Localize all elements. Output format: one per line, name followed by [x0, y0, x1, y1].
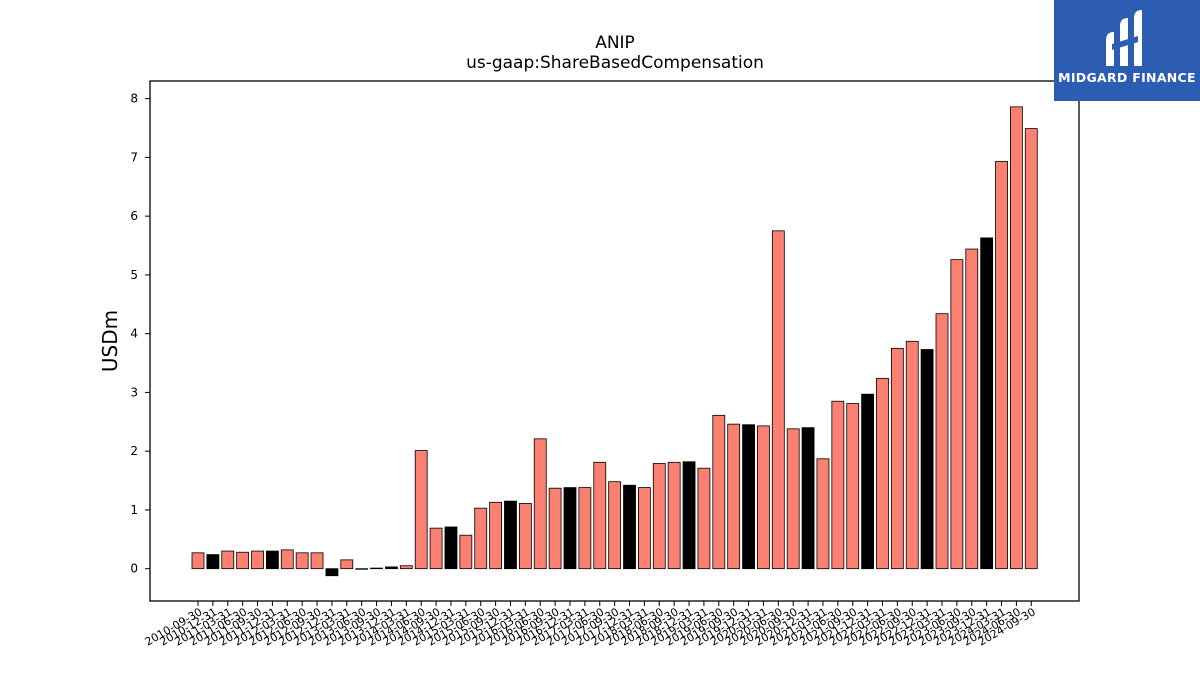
bar-2011-12-31 — [265, 550, 279, 570]
bar-2021-09-30 — [846, 403, 860, 570]
bar-2018-09-30 — [667, 461, 681, 570]
y-tick-label: 1 — [130, 503, 138, 517]
bar-2024-09-30 — [1024, 128, 1038, 570]
bar-2019-06-30 — [712, 414, 726, 570]
bar-2013-03-31 — [340, 559, 354, 570]
bar-2018-12-31 — [682, 461, 696, 570]
bar-2017-06-30 — [593, 461, 607, 570]
bar-2010-09-30 — [191, 552, 205, 570]
bar-2023-03-31 — [935, 313, 949, 570]
bar-2024-03-31 — [995, 161, 1008, 570]
bar-2020-09-30 — [786, 428, 800, 570]
bar-2016-06-30 — [533, 438, 547, 570]
bar-2016-03-31 — [518, 503, 532, 570]
bar-2016-12-31 — [563, 487, 577, 570]
bar-2022-03-31 — [876, 377, 889, 570]
y-tick-label: 4 — [130, 327, 138, 341]
bar-2019-03-31 — [697, 467, 711, 570]
y-tick-label: 2 — [130, 444, 138, 458]
bar-2019-09-30 — [727, 423, 741, 570]
bar-2017-12-31 — [623, 484, 636, 570]
bar-2012-03-31 — [280, 549, 294, 570]
bar-2022-06-30 — [890, 347, 904, 570]
bar-2014-12-31 — [444, 526, 458, 570]
bar-2015-03-31 — [459, 534, 473, 570]
y-tick-label: 8 — [130, 92, 138, 106]
bar-2013-12-31 — [385, 566, 398, 570]
plot-frame — [149, 80, 1080, 602]
bar-2024-06-30 — [1010, 106, 1023, 570]
bar-2014-03-31 — [399, 565, 413, 570]
bar-2022-09-30 — [905, 340, 919, 570]
bar-2011-06-30 — [236, 551, 250, 570]
chart-title: ANIP — [595, 33, 635, 53]
bar-2021-06-30 — [831, 400, 845, 570]
y-tick-label: 6 — [130, 209, 138, 223]
y-tick-label: 7 — [130, 150, 138, 164]
midgard-logo-icon — [1106, 10, 1142, 66]
bar-2013-06-30 — [355, 568, 369, 570]
bar-2023-06-30 — [950, 259, 964, 570]
midgard-finance-logo: MIDGARD FINANCE — [1054, 0, 1200, 101]
logo-text: MIDGARD FINANCE — [1058, 70, 1196, 85]
y-tick-label: 5 — [130, 268, 138, 282]
bar-2016-09-30 — [548, 487, 562, 570]
bar-2023-12-31 — [980, 237, 994, 570]
y-axis-label: USDm — [98, 310, 122, 372]
bar-2021-03-31 — [816, 458, 830, 570]
bar-2015-06-30 — [474, 507, 488, 570]
bar-2018-03-31 — [638, 487, 651, 570]
bar-2014-09-30 — [429, 527, 443, 570]
bar-2011-09-30 — [251, 550, 264, 570]
bar-2018-06-30 — [652, 463, 666, 570]
bar-2011-03-31 — [221, 550, 235, 570]
bar-2020-12-31 — [801, 427, 815, 570]
chart-subtitle: us-gaap:ShareBasedCompensation — [466, 53, 764, 73]
bar-2022-12-31 — [920, 349, 934, 570]
bar-2015-09-30 — [489, 501, 503, 570]
bar-2010-12-31 — [206, 554, 220, 570]
bar-2020-06-30 — [771, 230, 785, 570]
y-tick-label: 0 — [130, 562, 138, 576]
bar-2021-12-31 — [861, 393, 874, 570]
bar-2017-03-31 — [578, 487, 592, 570]
y-tick-label: 3 — [130, 385, 138, 399]
bar-2013-09-30 — [370, 567, 383, 570]
bar-2015-12-31 — [504, 500, 517, 570]
bar-2012-06-30 — [295, 552, 309, 570]
bar-2019-12-31 — [742, 424, 755, 570]
bar-2017-09-30 — [608, 481, 622, 570]
bar-2023-09-30 — [965, 248, 979, 570]
bar-2020-03-31 — [757, 425, 770, 570]
bars-layer — [191, 106, 1038, 577]
bar-2012-09-30 — [310, 552, 324, 570]
bar-2012-12-31 — [325, 568, 339, 577]
bar-2014-06-30 — [414, 450, 428, 570]
